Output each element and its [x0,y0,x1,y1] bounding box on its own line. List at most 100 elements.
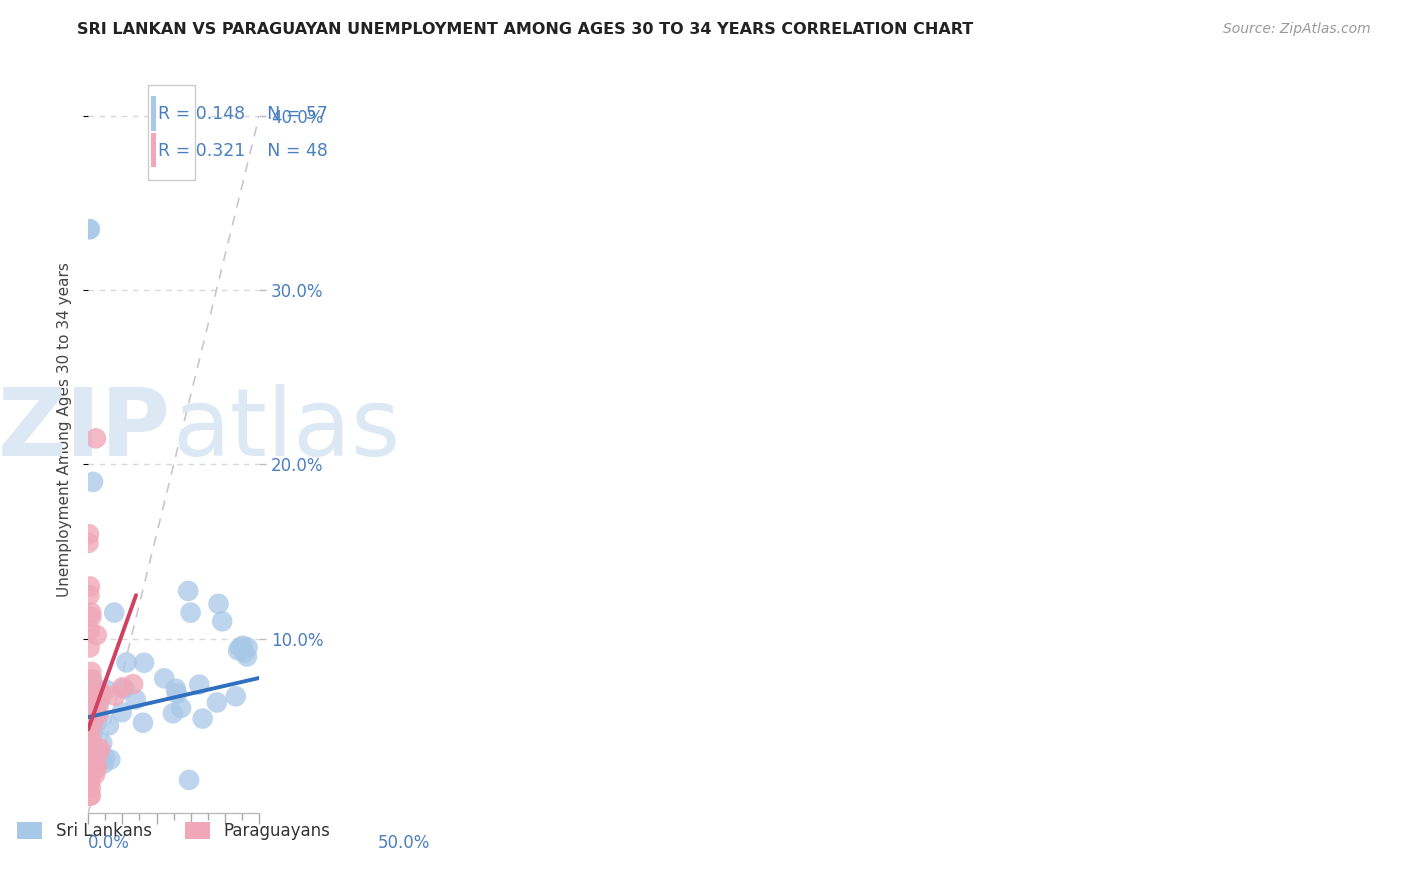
Paraguayans [79,640,101,655]
Paraguayans [79,725,101,739]
Sri Lankans [77,757,100,772]
Sri Lankans [79,738,101,752]
Paraguayans [77,693,100,707]
Sri Lankans [232,639,254,653]
Paraguayans [84,767,107,781]
Sri Lankans [82,726,104,740]
Text: 0.0%: 0.0% [89,835,129,853]
Sri Lankans [153,671,176,685]
Sri Lankans [177,584,200,599]
Sri Lankans [79,730,101,744]
Text: R = 0.321    N = 48: R = 0.321 N = 48 [159,142,328,160]
Sri Lankans [86,714,108,729]
Text: atlas: atlas [172,384,401,475]
Paraguayans [77,767,100,781]
Sri Lankans [77,738,100,752]
Paraguayans [82,717,104,731]
Text: R = 0.148    N = 57: R = 0.148 N = 57 [159,104,328,123]
Paraguayans [77,753,100,767]
Paraguayans [86,628,108,642]
Paraguayans [87,707,110,722]
Sri Lankans [111,705,134,719]
Sri Lankans [162,706,184,721]
Paraguayans [77,755,100,769]
Sri Lankans [229,640,252,655]
Paraguayans [91,686,114,700]
Text: SRI LANKAN VS PARAGUAYAN UNEMPLOYMENT AMONG AGES 30 TO 34 YEARS CORRELATION CHAR: SRI LANKAN VS PARAGUAYAN UNEMPLOYMENT AM… [77,22,973,37]
Sri Lankans [77,681,100,696]
Sri Lankans [236,649,259,664]
Sri Lankans [225,690,247,704]
Paraguayans [79,775,101,789]
Paraguayans [80,781,103,796]
Sri Lankans [77,752,100,766]
Sri Lankans [82,475,104,489]
Sri Lankans [103,606,125,620]
Sri Lankans [87,704,110,718]
Paraguayans [80,606,103,620]
Paraguayans [83,703,105,717]
Sri Lankans [77,746,100,760]
Sri Lankans [79,741,101,756]
Paraguayans [86,757,108,772]
Paraguayans [80,665,103,679]
Y-axis label: Unemployment Among Ages 30 to 34 years: Unemployment Among Ages 30 to 34 years [58,262,72,597]
Paraguayans [111,681,134,695]
Paraguayans [89,741,111,756]
Sri Lankans [205,695,228,709]
Paraguayans [80,789,103,803]
FancyBboxPatch shape [150,133,156,168]
Sri Lankans [165,681,187,696]
Sri Lankans [79,712,101,726]
Sri Lankans [236,640,259,655]
Sri Lankans [188,678,211,692]
Paraguayans [79,754,101,768]
Sri Lankans [83,681,105,695]
Paraguayans [122,677,145,691]
Sri Lankans [132,656,155,670]
Paraguayans [89,684,111,698]
Paraguayans [77,771,100,785]
Paraguayans [79,691,101,706]
Sri Lankans [132,715,155,730]
Paraguayans [80,610,103,624]
Sri Lankans [97,718,120,732]
Sri Lankans [91,736,114,750]
Paraguayans [79,588,101,602]
Sri Lankans [80,679,103,693]
Sri Lankans [89,692,111,706]
Sri Lankans [94,682,117,697]
Sri Lankans [125,692,148,706]
Sri Lankans [115,656,138,670]
Paraguayans [89,696,111,710]
Paraguayans [104,689,127,703]
Paraguayans [77,536,100,550]
Paraguayans [79,579,101,593]
Paraguayans [77,527,100,541]
Paraguayans [82,673,104,687]
Sri Lankans [166,687,188,701]
Paraguayans [77,771,100,785]
Sri Lankans [79,742,101,756]
Sri Lankans [211,615,233,629]
Paraguayans [77,774,100,789]
Sri Lankans [80,723,103,737]
Legend: Sri Lankans, Paraguayans: Sri Lankans, Paraguayans [11,815,337,847]
FancyBboxPatch shape [148,85,195,180]
Sri Lankans [112,681,135,696]
FancyBboxPatch shape [150,96,156,130]
Paraguayans [79,702,101,716]
Text: 50.0%: 50.0% [378,835,430,853]
Paraguayans [79,688,101,702]
Sri Lankans [94,751,117,765]
Sri Lankans [226,643,249,657]
Paraguayans [84,431,107,445]
Paraguayans [80,733,103,747]
Text: Source: ZipAtlas.com: Source: ZipAtlas.com [1223,22,1371,37]
Text: ZIP: ZIP [0,384,170,475]
Sri Lankans [79,222,101,236]
Paraguayans [79,732,101,747]
Sri Lankans [80,673,103,687]
Paraguayans [77,774,100,789]
Sri Lankans [191,712,214,726]
